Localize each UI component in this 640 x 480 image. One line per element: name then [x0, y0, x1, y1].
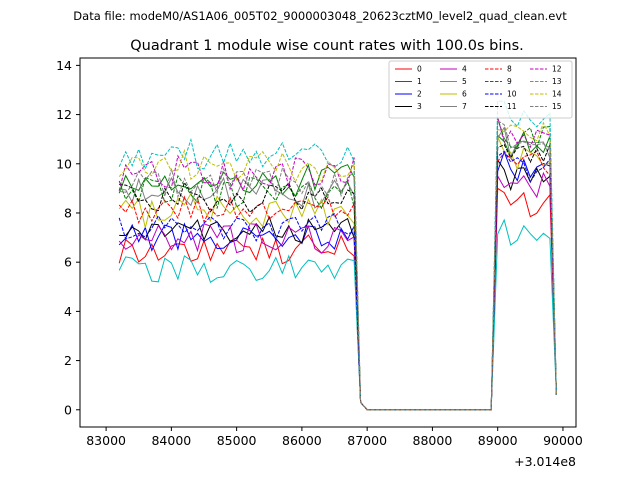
y-tick-label: 4: [64, 304, 72, 319]
legend-label: 13: [552, 77, 562, 86]
x-tick-label: 84000: [151, 433, 191, 448]
series-line-0: [118, 187, 557, 411]
chart-suptitle: Data file: modeM0/AS1A06_005T02_90000030…: [73, 9, 567, 23]
legend-label: 4: [462, 65, 467, 74]
x-tick-label: 90000: [543, 433, 583, 448]
series-line-5: [118, 218, 557, 411]
legend-label: 15: [552, 102, 562, 111]
legend-label: 10: [507, 90, 517, 99]
y-tick-label: 6: [64, 255, 72, 270]
series-line-15: [119, 119, 557, 411]
y-tick-label: 8: [64, 205, 72, 220]
legend-label: 11: [507, 102, 517, 111]
x-tick-label: 86000: [282, 433, 322, 448]
legend-label: 5: [462, 77, 467, 86]
x-axis: 83000 84000 85000 86000 87000 88000 89000 90000: [86, 427, 583, 448]
series-line-12: [118, 116, 557, 411]
legend-label: 8: [507, 65, 512, 74]
x-tick-label: 85000: [217, 433, 257, 448]
axes-frame: [79, 57, 577, 428]
y-tick-label: 12: [56, 107, 72, 122]
series-line-4: [118, 171, 557, 411]
legend-label: 3: [417, 102, 422, 111]
legend-frame: [388, 60, 573, 119]
series-line-8: [118, 150, 557, 411]
series-line-6: [118, 136, 557, 411]
series-line-10: [118, 150, 557, 411]
x-tick-label: 88000: [413, 433, 453, 448]
x-tick-label: 89000: [478, 433, 518, 448]
y-tick-label: 2: [64, 353, 72, 368]
legend-label: 6: [462, 90, 467, 99]
series-line-1: [118, 130, 557, 411]
x-tick-label: 87000: [347, 433, 387, 448]
series-line-9: [118, 118, 557, 411]
legend-label: 9: [507, 77, 512, 86]
legend-label: 2: [417, 90, 422, 99]
y-tick-label: 0: [64, 402, 72, 417]
x-tick-label: 83000: [86, 433, 126, 448]
y-tick-label: 10: [56, 156, 72, 171]
legend-label: 0: [417, 65, 422, 74]
series-layer: [118, 100, 557, 411]
legend-label: 1: [417, 77, 422, 86]
y-tick-label: 14: [56, 58, 72, 73]
legend-label: 12: [552, 65, 562, 74]
series-line-2: [118, 150, 557, 411]
x-offset-label: +3.014e8: [514, 454, 576, 469]
y-axis: 0 2 4 6 8 10 12 14: [56, 58, 80, 417]
legend-label: 14: [552, 90, 562, 99]
chart-title: Quadrant 1 module wise count rates with …: [130, 38, 524, 54]
series-line-13: [118, 100, 557, 411]
legend-label: 7: [462, 102, 467, 111]
series-line-14: [118, 121, 557, 411]
series-line-3: [119, 158, 557, 411]
